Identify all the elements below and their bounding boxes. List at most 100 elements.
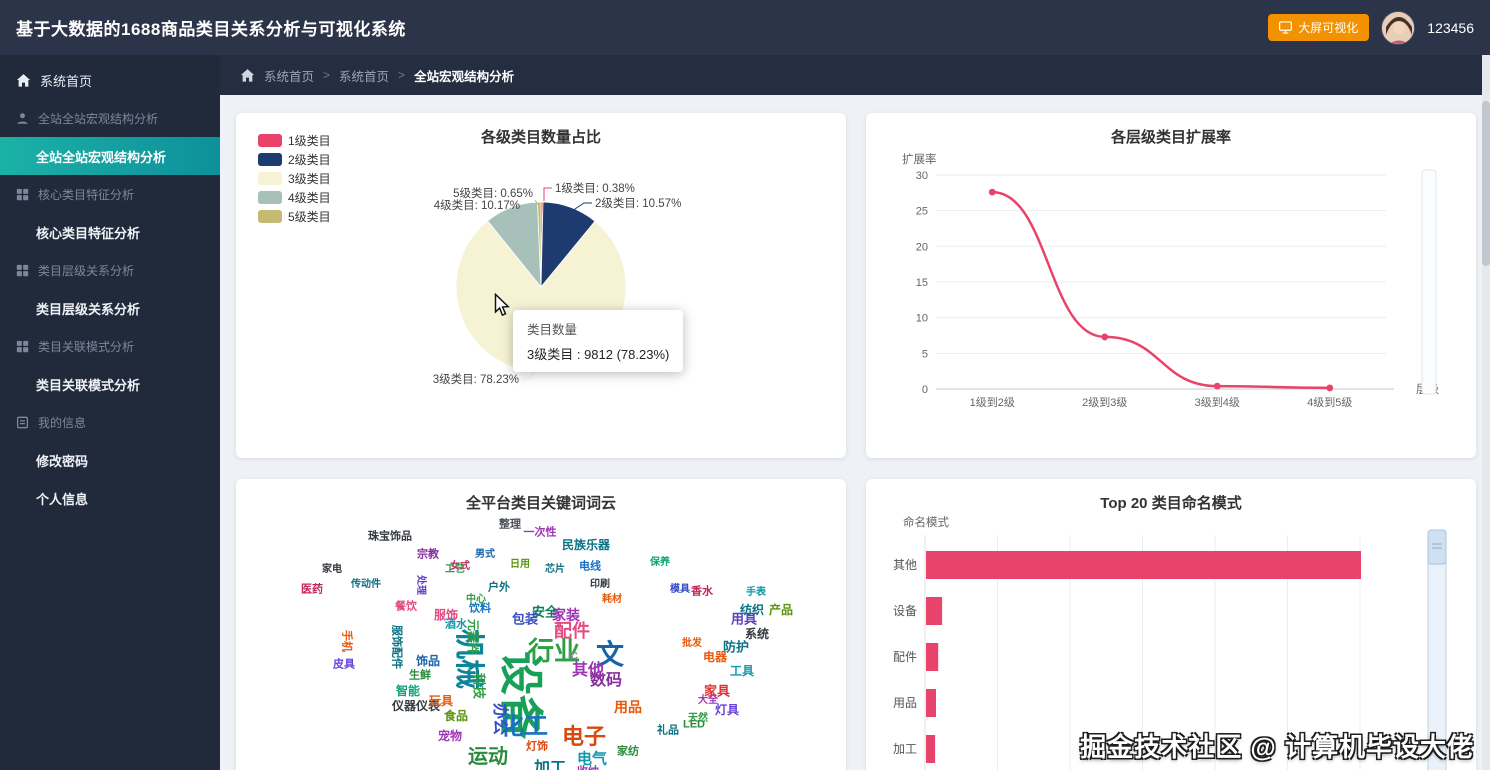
- wordcloud-word-皮具[interactable]: 皮具: [333, 658, 355, 671]
- legend-item-3级类目[interactable]: 3级类目: [258, 169, 331, 188]
- wordcloud-word-男式[interactable]: 男式: [475, 549, 495, 560]
- wordcloud-word-产品[interactable]: 产品: [768, 603, 794, 617]
- bar-其他[interactable]: [926, 551, 1361, 579]
- sidebar-group-header-3[interactable]: 类目关联模式分析: [0, 327, 220, 365]
- wordcloud-word-处理[interactable]: 处理: [415, 575, 426, 595]
- wordcloud-word-食品[interactable]: 食品: [443, 709, 469, 723]
- wordcloud-word-收纳[interactable]: 收纳: [577, 766, 599, 770]
- wordcloud-word-电器[interactable]: 电器: [702, 650, 728, 664]
- datazoom-slider[interactable]: [1421, 169, 1437, 395]
- wordcloud-word-工具[interactable]: 工具: [729, 664, 755, 678]
- wordcloud-word-家具[interactable]: 家具: [703, 683, 731, 699]
- wordcloud-word-用品[interactable]: 用品: [614, 699, 642, 715]
- wordcloud-word-民族乐器[interactable]: 民族乐器: [561, 538, 611, 552]
- wordcloud-word-手机[interactable]: 手机: [340, 630, 353, 652]
- line-point[interactable]: [988, 188, 996, 196]
- wordcloud-word-模具[interactable]: 模具: [670, 584, 690, 595]
- wordcloud-word-家电[interactable]: 家电: [322, 564, 342, 575]
- legend-item-2级类目[interactable]: 2级类目: [258, 150, 331, 169]
- bar-用品[interactable]: [926, 689, 936, 717]
- wordcloud-word-数码[interactable]: 数码: [589, 672, 623, 689]
- breadcrumb-item-1[interactable]: 系统首页: [339, 69, 390, 84]
- wordcloud-word-工艺[interactable]: 工艺: [445, 564, 465, 575]
- wordcloud-word-芯片[interactable]: 芯片: [545, 564, 565, 575]
- wordcloud-word-家装[interactable]: 家装: [552, 607, 580, 623]
- sidebar-item-类目层级关系分析[interactable]: 类目层级关系分析: [36, 301, 141, 317]
- wordcloud-word-安全[interactable]: 安全: [531, 604, 559, 620]
- wordcloud-word-日用[interactable]: 日用: [510, 559, 530, 570]
- wordcloud-word-女式[interactable]: 女式: [450, 561, 470, 572]
- wordcloud-word-智能[interactable]: 智能: [395, 684, 421, 698]
- wordcloud-word-户外[interactable]: 户外: [488, 581, 510, 594]
- wordcloud-word-用具[interactable]: 用具: [730, 611, 758, 627]
- wordcloud-word-纺织[interactable]: 纺织: [739, 603, 765, 617]
- wordcloud-word-中心[interactable]: 中心: [466, 594, 486, 605]
- sidebar-group-header-2[interactable]: 类目层级关系分析: [0, 251, 220, 289]
- line-point[interactable]: [1326, 384, 1334, 392]
- sidebar-group-header-0[interactable]: 全站全站宏观结构分析: [0, 99, 220, 137]
- wordcloud-word-宠物[interactable]: 宠物: [437, 729, 463, 743]
- wordcloud-word-IC[interactable]: IC: [568, 651, 578, 662]
- wordcloud-word-香水[interactable]: 香水: [691, 585, 713, 598]
- wordcloud-word-保养[interactable]: 保养: [650, 557, 670, 568]
- wordcloud-word-餐饮[interactable]: 餐饮: [395, 600, 417, 613]
- bar-配件[interactable]: [926, 643, 939, 671]
- wordcloud-word-仪器仪表[interactable]: 仪器仪表: [391, 699, 441, 713]
- scrollbar-thumb[interactable]: [1482, 101, 1490, 266]
- wordcloud-word-印刷[interactable]: 印刷: [590, 579, 610, 590]
- wordcloud-word-一次性[interactable]: 一次性: [523, 526, 557, 539]
- breadcrumb-item-0[interactable]: 系统首页: [264, 69, 315, 84]
- page-scrollbar[interactable]: [1482, 55, 1490, 770]
- wordcloud-word-医药[interactable]: 医药: [301, 583, 323, 596]
- wordcloud-word-传动件[interactable]: 传动件: [351, 579, 381, 590]
- line-series[interactable]: [992, 190, 1330, 390]
- wordcloud-word-家纺[interactable]: 家纺: [617, 745, 639, 758]
- wordcloud-word-批发[interactable]: 批发: [682, 638, 702, 649]
- datazoom-handle[interactable]: [1427, 529, 1447, 565]
- wordcloud-word-LED[interactable]: LED: [683, 718, 705, 731]
- wordcloud-word-大全[interactable]: 大全: [698, 695, 718, 706]
- pie-slice-5级类目[interactable]: [537, 201, 542, 288]
- wordcloud-word-办公[interactable]: 办公: [491, 702, 508, 736]
- wordcloud-word-电线[interactable]: 电线: [579, 560, 601, 573]
- wordcloud-word-珠宝饰品[interactable]: 珠宝饰品: [368, 530, 412, 543]
- line-point[interactable]: [1213, 382, 1221, 390]
- line-point[interactable]: [1101, 333, 1109, 341]
- wordcloud-word-礼品[interactable]: 礼品: [657, 724, 679, 737]
- wordcloud-word-电气[interactable]: 电气: [576, 750, 608, 768]
- wordcloud-word-酒水[interactable]: 酒水: [445, 618, 467, 631]
- sidebar-item-修改密码[interactable]: 修改密码: [36, 453, 89, 469]
- line-chart[interactable]: 0510152025301级到2级2级到3级3级到4级4级到5级扩展率层级: [866, 113, 1476, 458]
- bar-加工[interactable]: [926, 735, 936, 763]
- wordcloud-word-天然[interactable]: 天然: [688, 713, 708, 724]
- sidebar-group-header-1[interactable]: 核心类目特征分析: [0, 175, 220, 213]
- wordcloud-word-科技[interactable]: 科技: [471, 672, 487, 700]
- wordcloud-word-整理[interactable]: 整理: [499, 518, 521, 531]
- wordcloud-word-行业[interactable]: 行业: [527, 636, 581, 666]
- wordcloud-word-运动[interactable]: 运动: [468, 746, 508, 768]
- legend-item-5级类目[interactable]: 5级类目: [258, 207, 331, 226]
- wordcloud-word-文[interactable]: 文: [595, 639, 625, 670]
- wordcloud-word-耗材[interactable]: 耗材: [602, 594, 622, 605]
- sidebar-item-核心类目特征分析[interactable]: 核心类目特征分析: [36, 225, 141, 241]
- wordcloud-word-玩具[interactable]: 玩具: [428, 694, 454, 708]
- sidebar-item-个人信息[interactable]: 个人信息: [36, 491, 89, 507]
- wordcloud-word-防护[interactable]: 防护: [722, 639, 750, 655]
- wordcloud-word-灯具[interactable]: 灯具: [714, 703, 740, 717]
- bar-设备[interactable]: [926, 597, 943, 625]
- avatar[interactable]: [1381, 10, 1416, 45]
- sidebar-item-home[interactable]: 系统首页: [0, 61, 220, 99]
- wordcloud-word-元器件[interactable]: 元器件: [466, 618, 480, 656]
- wordcloud-word-手表[interactable]: 手表: [746, 587, 766, 598]
- legend-item-1级类目[interactable]: 1级类目: [258, 131, 331, 150]
- wordcloud-word-其他[interactable]: 其他: [571, 662, 605, 679]
- legend-item-4级类目[interactable]: 4级类目: [258, 188, 331, 207]
- sidebar-item-全站全站宏观结构分析[interactable]: 全站全站宏观结构分析: [0, 137, 220, 175]
- wordcloud-word-生鲜[interactable]: 生鲜: [409, 669, 431, 682]
- wordcloud-word-化工[interactable]: 化工: [500, 713, 548, 740]
- wordcloud-word-服饰[interactable]: 服饰: [433, 608, 459, 622]
- wordcloud-word-加工[interactable]: 加工: [533, 760, 567, 770]
- wordcloud-word-电子[interactable]: 电子: [561, 724, 607, 749]
- wordcloud-word-宗教[interactable]: 宗教: [417, 548, 439, 561]
